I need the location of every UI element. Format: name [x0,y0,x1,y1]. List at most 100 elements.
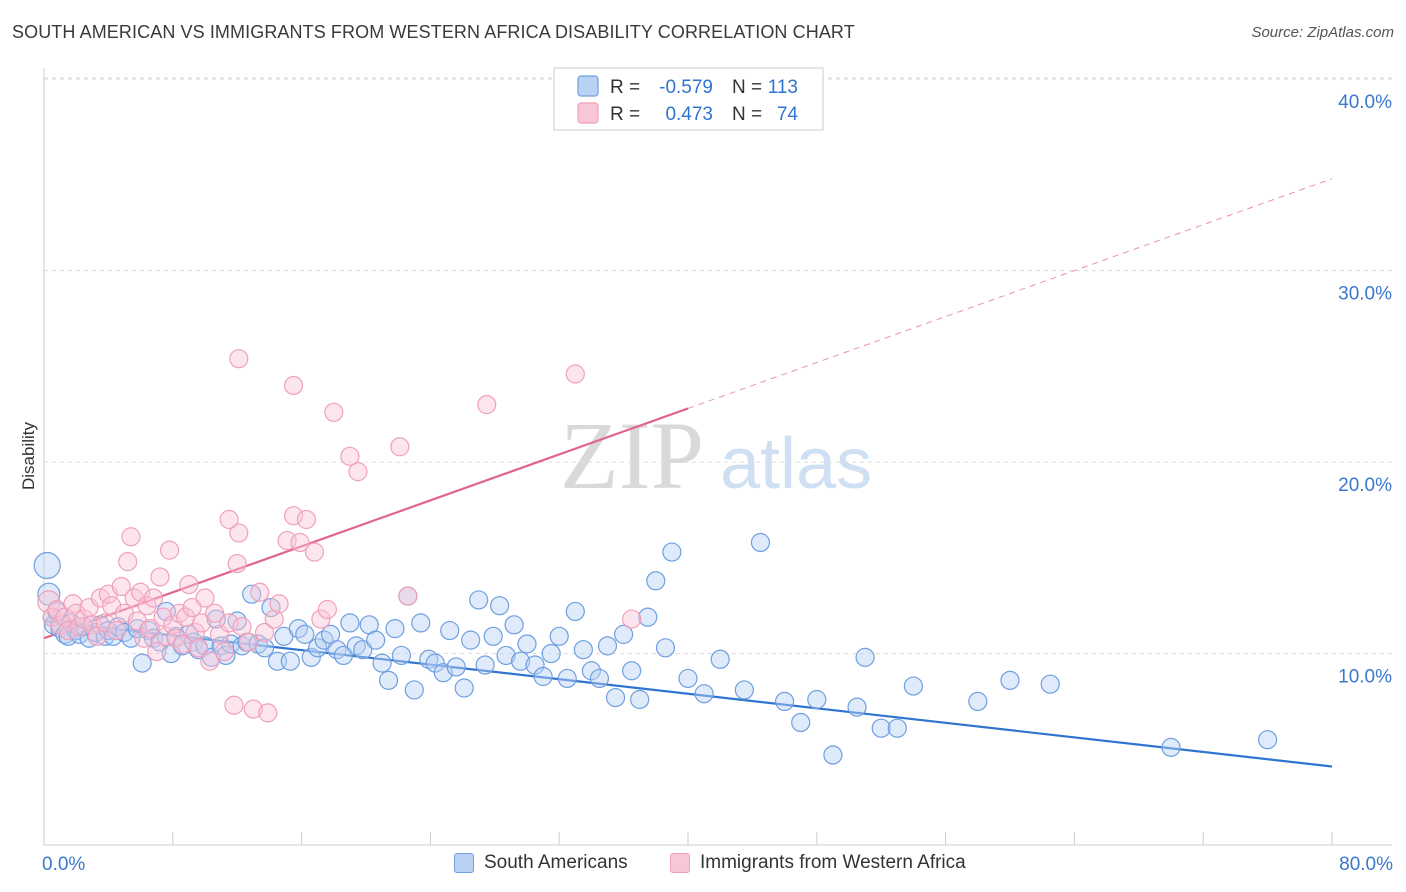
point-western-africa [179,575,199,595]
point-western-africa [121,527,141,547]
point-western-africa [243,699,263,719]
chart-title: SOUTH AMERICAN VS IMMIGRANTS FROM WESTER… [12,22,855,42]
series-legend: South Americans Immigrants from Western … [0,852,1406,878]
point-western-africa [229,523,249,543]
stats-n-label-2: N = [732,104,762,125]
point-western-africa [111,576,131,597]
stats-r-label-1: R = [610,77,640,98]
point-south-americans [855,647,875,667]
point-western-africa [227,553,247,574]
point-western-africa [348,462,368,482]
point-south-americans [734,680,754,700]
point-south-americans [847,697,867,717]
point-south-americans [646,571,666,591]
point-south-americans [968,691,988,712]
x-tick-label: 80.0% [1339,854,1393,875]
point-south-americans [871,718,891,738]
point-western-africa [172,634,193,654]
point-western-africa [150,567,170,587]
point-western-africa [195,588,215,608]
point-south-americans [391,645,412,666]
point-western-africa [317,599,337,620]
point-south-americans [791,712,811,733]
point-south-americans [517,634,537,654]
point-south-americans [461,630,481,650]
point-western-africa [185,622,205,643]
legend-item-south-americans: South Americans [454,852,628,874]
stats-r-value-1: -0.579 [659,77,713,98]
point-western-africa [324,402,344,422]
point-south-americans [903,676,924,696]
point-south-americans [440,620,460,641]
point-south-americans [333,645,354,666]
point-western-africa [250,582,270,602]
stats-swatch-south-americans [577,75,599,97]
point-south-americans [510,651,531,671]
point-south-americans [613,624,634,644]
stats-r-value-2: 0.473 [665,104,713,125]
point-south-americans [678,668,698,689]
trend-line-western-africa [43,407,689,640]
point-western-africa [258,703,278,723]
legend-item-western-africa: Immigrants from Western Africa [670,852,966,874]
point-western-africa [340,446,360,466]
point-south-americans [504,615,524,635]
point-western-africa [477,395,497,415]
point-western-africa [140,619,160,639]
point-western-africa [264,609,284,629]
point-western-africa [290,532,310,553]
y-tick-label: 10.0% [1338,667,1392,688]
y-tick-labels: 10.0% 20.0% 30.0% 40.0% [1338,92,1392,687]
stats-r-label-2: R = [610,104,640,125]
point-western-africa [147,642,167,662]
point-south-americans [1040,674,1060,694]
point-western-africa [229,349,249,369]
point-south-americans [573,640,593,660]
point-western-africa [58,620,78,641]
point-south-americans [490,596,510,616]
point-south-americans [630,689,650,710]
watermark-atlas: atlas [720,424,872,504]
trend-line-south-americans [43,619,1333,768]
y-tick-label: 30.0% [1338,284,1392,305]
point-western-africa [269,594,289,614]
point-south-americans [385,619,405,639]
point-south-americans [541,643,561,664]
point-south-americans [638,607,658,627]
watermark-zip: ZIP [560,402,704,509]
point-south-americans [95,626,115,646]
point-south-americans [483,626,503,646]
source-credit: Source: ZipAtlas.com [1251,24,1394,41]
point-south-americans [1161,737,1181,757]
data-points [33,349,1278,765]
point-south-americans [372,653,392,673]
point-south-americans [605,687,626,708]
legend-label-western-africa: Immigrants from Western Africa [700,852,966,873]
stats-n-value-1: 113 [768,77,798,98]
point-south-americans [807,689,827,710]
legend-label-south-americans: South Americans [484,852,628,873]
point-south-americans [1257,730,1278,750]
point-south-americans [33,551,61,580]
point-south-americans [710,649,730,669]
point-western-africa [205,603,225,623]
point-western-africa [398,586,418,606]
trend-extension-western-africa [687,178,1333,409]
point-south-americans [280,651,300,671]
point-western-africa [254,622,275,643]
point-south-americans [454,678,474,698]
point-south-americans [565,601,585,622]
point-south-americans [589,668,610,689]
point-western-africa [188,638,209,658]
point-south-americans [404,680,424,700]
point-south-americans [1000,670,1020,690]
point-south-americans [353,640,373,660]
point-south-americans [662,542,682,562]
point-western-africa [95,613,115,633]
point-south-americans [469,590,489,610]
point-western-africa [192,613,212,633]
point-south-americans [823,745,843,765]
point-western-africa [390,437,410,457]
point-south-americans [750,532,771,553]
